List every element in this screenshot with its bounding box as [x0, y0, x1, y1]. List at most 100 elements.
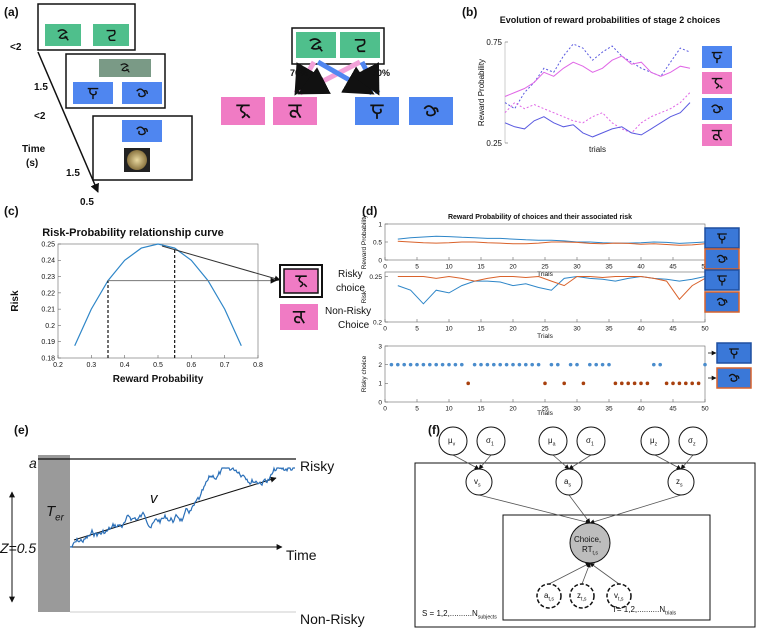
scatter-point [684, 381, 688, 386]
timing-label: 0.5 [80, 197, 94, 208]
hyperprior-node [476, 426, 506, 456]
hyperprior-node-label-sub: z [655, 441, 658, 447]
scatter-point [434, 362, 439, 367]
stimulus-card [716, 342, 752, 364]
subjects-plate [414, 462, 756, 628]
trial-node-label-sub: t,s [548, 596, 554, 602]
stimulus-card [716, 367, 752, 389]
hyperprior-node-label-sub: v [453, 441, 456, 447]
scatter-point [543, 381, 547, 386]
y-tick-label: 2 [378, 362, 382, 369]
stimulus-card [122, 82, 162, 104]
series-line [397, 235, 706, 244]
stimulus-card [704, 248, 740, 270]
nondecision-label-sub: er [55, 513, 64, 524]
coin [127, 150, 147, 170]
scatter-point [524, 362, 528, 367]
x-tick-label: 40 [637, 406, 645, 413]
stimulus-card [45, 24, 81, 46]
edge [478, 454, 492, 470]
risky-box-outer [279, 264, 323, 298]
scatter-point [588, 362, 592, 367]
scatter-point [568, 362, 573, 367]
x-tick-label: 0 [383, 406, 387, 413]
scatter-point [492, 362, 496, 367]
x-tick-label: 25 [541, 326, 549, 333]
y-axis-label: Reward Probability [477, 59, 486, 126]
drift-label: v [150, 490, 159, 507]
subject-node-label-sub: s [478, 482, 481, 488]
y-tick-label: 1 [378, 221, 382, 228]
edge [581, 562, 591, 585]
x-tick-label: 0 [383, 264, 387, 271]
scatter-point [536, 362, 541, 367]
panel-label: (e) [14, 423, 29, 437]
scatter-point [632, 381, 637, 386]
trial-node-label-base: z [577, 591, 581, 600]
series-line [504, 55, 691, 97]
x-axis-label: Reward Probability [113, 374, 204, 385]
subject-node [667, 468, 695, 496]
scatter-point [556, 362, 560, 367]
nondecision-label: Ter [46, 503, 65, 524]
annotation: Non-Risky [325, 306, 371, 317]
subject-node-label-sub: s [680, 482, 683, 488]
trials-plate [502, 514, 711, 621]
x-tick-label: 0.6 [186, 362, 196, 369]
y-tick-label: 0.23 [41, 274, 55, 281]
edge [654, 454, 682, 470]
scatter-point [594, 362, 598, 367]
y-tick-label: 0.22 [41, 290, 55, 297]
x-tick-label: 45 [669, 406, 677, 413]
y-tick-label: 0.2 [45, 323, 55, 330]
x-tick-label: 15 [477, 264, 485, 271]
lower-label: Non-Risky [300, 611, 365, 627]
evidence-trace [69, 466, 295, 548]
trial-node-label: vt,s [614, 591, 624, 602]
scatter-point [428, 362, 432, 367]
x-tick-label: 35 [605, 406, 613, 413]
x-tick-label: 20 [509, 406, 517, 413]
scatter-point [498, 362, 503, 367]
scatter-point [408, 362, 413, 367]
trial-frame [37, 3, 136, 51]
x-tick-label: 0.3 [86, 362, 96, 369]
scatter-point [472, 362, 477, 367]
hyperprior-node-label: σ1 [486, 436, 494, 447]
y-axis-label: Risk [361, 290, 368, 303]
hyperprior-node-label-sub: 1 [491, 441, 494, 447]
x-tick-label: 40 [637, 326, 645, 333]
subject-node-label: zs [676, 477, 683, 488]
x-tick-label: 35 [605, 264, 613, 271]
x-tick-label: 35 [605, 326, 613, 333]
start-label: Z=0.5 [0, 540, 36, 556]
stimulus-card [355, 97, 399, 125]
hyperprior-node-label: μa [548, 436, 556, 447]
y-tick-label: 0.25 [486, 139, 502, 148]
x-axis-label: Trials [537, 333, 553, 340]
scatter-point [652, 362, 656, 367]
stimulus-card [340, 32, 380, 58]
non-decision-band [38, 455, 70, 612]
plate-label-sub: subjects [478, 614, 497, 620]
hyperprior-node-label-base: σ [486, 436, 491, 445]
time-label: Time [286, 547, 317, 563]
x-axis-label: Trials [537, 271, 553, 278]
plate-label: T= 1,2,..........Ntrials [612, 605, 676, 616]
panel-label: (f) [428, 423, 440, 437]
edge [589, 562, 620, 585]
hyperprior-node-label: σz [688, 436, 696, 447]
subject-node-label-base: a [564, 477, 569, 486]
x-tick-label: 50 [701, 326, 709, 333]
scatter-point [671, 381, 675, 386]
stimulus-card [99, 59, 151, 77]
scatter-point [620, 381, 624, 386]
edge [478, 494, 591, 525]
timing-label: <2 [10, 42, 22, 53]
trial-node-label: at,s [544, 591, 554, 602]
stimulus-card [221, 97, 265, 125]
scatter-point [703, 362, 707, 367]
scatter-point [645, 381, 650, 386]
chart-title: Evolution of reward probabilities of sta… [500, 15, 721, 25]
hyperprior-node [576, 426, 606, 456]
